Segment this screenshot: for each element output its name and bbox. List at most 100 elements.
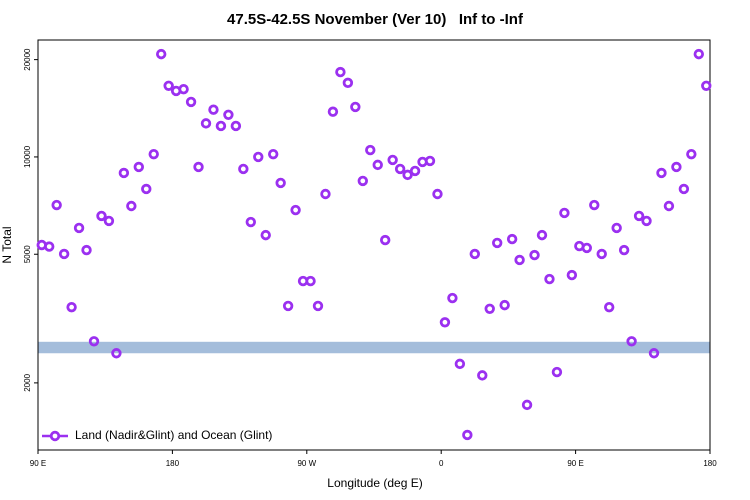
data-point bbox=[536, 229, 548, 241]
data-point bbox=[111, 348, 122, 359]
data-point bbox=[155, 48, 167, 60]
y-tick-label: 10000 bbox=[23, 145, 32, 168]
data-point bbox=[454, 358, 466, 370]
data-point bbox=[282, 300, 294, 312]
data-point bbox=[581, 242, 592, 254]
data-point bbox=[529, 249, 540, 261]
data-point bbox=[133, 161, 144, 173]
data-point bbox=[290, 204, 301, 216]
data-point bbox=[462, 429, 473, 441]
data-point bbox=[492, 237, 503, 249]
data-point bbox=[559, 207, 570, 219]
data-point bbox=[439, 317, 451, 328]
data-point bbox=[73, 222, 85, 234]
data-point bbox=[648, 348, 660, 359]
data-point bbox=[589, 199, 600, 211]
data-point bbox=[394, 163, 406, 175]
data-point bbox=[66, 301, 77, 313]
data-point bbox=[514, 254, 525, 266]
data-point bbox=[148, 148, 159, 160]
data-point bbox=[200, 118, 212, 129]
data-point bbox=[230, 120, 242, 132]
data-point bbox=[506, 233, 518, 245]
y-axis-label: N Total bbox=[0, 226, 14, 263]
data-point bbox=[320, 188, 331, 200]
data-point bbox=[58, 248, 70, 260]
data-point bbox=[342, 77, 354, 89]
data-point bbox=[701, 80, 712, 91]
x-tick-label: 90 E bbox=[30, 459, 46, 468]
data-point bbox=[215, 120, 227, 132]
data-point bbox=[126, 200, 137, 212]
data-point bbox=[357, 175, 368, 187]
data-point bbox=[96, 210, 107, 222]
data-point bbox=[178, 84, 189, 95]
data-point bbox=[365, 144, 376, 156]
data-point bbox=[51, 199, 62, 211]
data-point bbox=[103, 215, 115, 227]
data-point bbox=[223, 109, 234, 121]
data-point bbox=[499, 299, 510, 311]
data-point bbox=[327, 106, 339, 117]
data-point bbox=[618, 244, 630, 256]
y-tick-label: 5000 bbox=[23, 245, 32, 263]
x-tick-label: 180 bbox=[166, 459, 180, 468]
data-point bbox=[253, 151, 264, 163]
data-point bbox=[193, 161, 204, 173]
data-point bbox=[380, 234, 391, 246]
data-point bbox=[185, 96, 197, 108]
data-point bbox=[245, 216, 256, 228]
chart-title: 47.5S-42.5S November (Ver 10) Inf to -In… bbox=[227, 11, 524, 28]
data-point bbox=[633, 210, 645, 222]
highlight-band bbox=[38, 341, 710, 354]
plot-frame bbox=[37, 39, 711, 451]
data-point bbox=[686, 148, 697, 160]
x-tick-label: 90 E bbox=[567, 459, 583, 468]
data-point bbox=[432, 188, 443, 200]
data-point bbox=[141, 183, 152, 195]
data-point bbox=[312, 300, 324, 312]
data-point bbox=[566, 269, 578, 281]
data-point bbox=[118, 167, 130, 179]
data-point bbox=[238, 163, 249, 175]
data-point bbox=[604, 301, 615, 313]
x-tick-label: 90 W bbox=[297, 459, 316, 468]
data-point bbox=[81, 244, 92, 256]
data-point bbox=[656, 167, 667, 179]
data-point bbox=[372, 159, 383, 171]
y-tick-label: 20000 bbox=[23, 48, 32, 71]
data-point bbox=[671, 161, 682, 173]
data-point bbox=[596, 248, 607, 260]
data-point bbox=[402, 169, 413, 181]
data-point bbox=[268, 148, 279, 160]
data-point bbox=[551, 366, 563, 378]
data-point bbox=[544, 273, 555, 285]
data-point bbox=[44, 241, 55, 252]
legend-marker bbox=[49, 430, 61, 442]
data-point bbox=[275, 177, 286, 189]
data-point bbox=[260, 229, 271, 241]
data-point bbox=[611, 222, 622, 234]
data-point bbox=[350, 101, 361, 113]
data-point bbox=[387, 154, 398, 166]
data-point bbox=[305, 275, 316, 287]
data-point bbox=[521, 399, 533, 411]
data-point bbox=[335, 66, 346, 78]
legend-label: Land (Nadir&Glint) and Ocean (Glint) bbox=[75, 428, 272, 442]
data-point bbox=[208, 104, 219, 115]
data-point bbox=[641, 215, 652, 227]
data-point bbox=[163, 80, 174, 91]
data-point bbox=[626, 336, 637, 347]
data-point bbox=[469, 248, 480, 260]
x-axis-label: Longitude (deg E) bbox=[327, 476, 422, 490]
data-point bbox=[424, 155, 436, 167]
data-point bbox=[477, 370, 488, 381]
data-point bbox=[678, 183, 690, 195]
data-point bbox=[663, 200, 675, 212]
x-tick-label: 0 bbox=[439, 459, 444, 468]
data-point bbox=[693, 48, 704, 60]
data-point bbox=[409, 165, 421, 177]
data-point bbox=[447, 292, 458, 304]
data-point bbox=[484, 303, 495, 315]
